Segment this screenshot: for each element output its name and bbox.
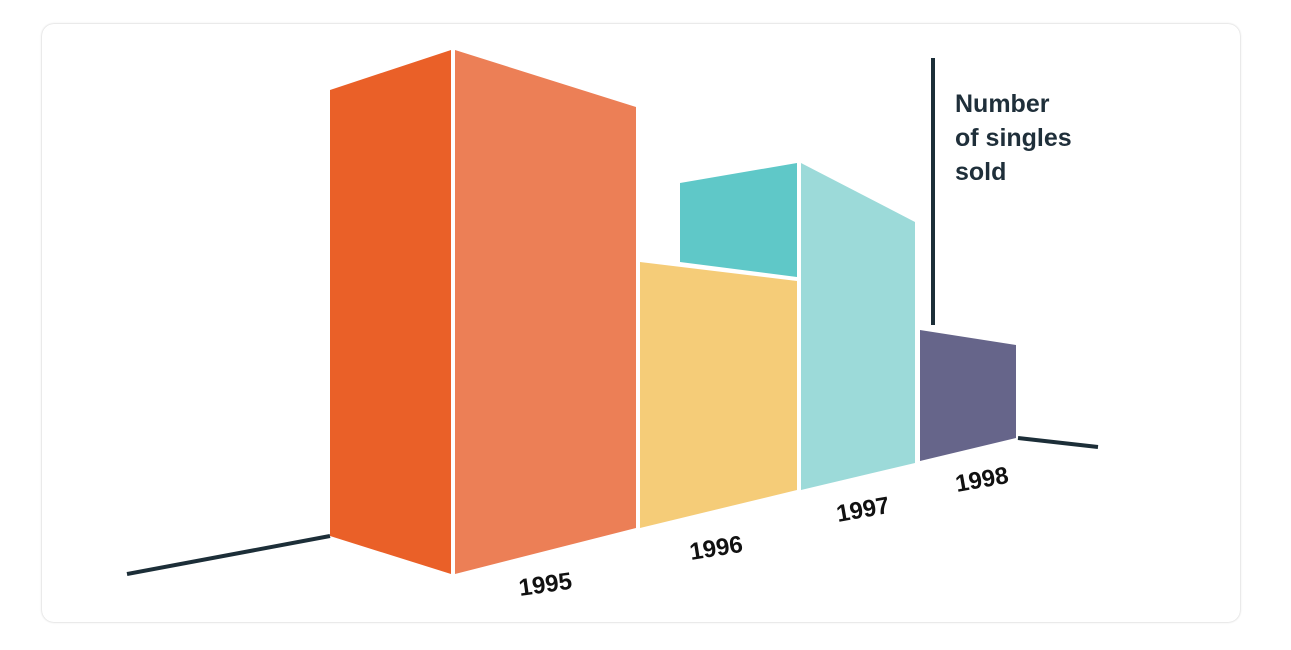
tick-label-1997: 1997 xyxy=(834,492,891,528)
bar-1998-front xyxy=(920,330,1016,461)
y-axis-label-line-3: sold xyxy=(955,158,1006,186)
bar-1996-top xyxy=(680,163,797,277)
tick-label-1996: 1996 xyxy=(688,531,745,566)
x-axis-left xyxy=(126,534,331,576)
tick-label-1998: 1998 xyxy=(953,462,1010,498)
y-axis-label-line-2: of singles xyxy=(955,124,1072,152)
tick-label-1995: 1995 xyxy=(517,568,574,602)
y-axis-label-line-1: Number xyxy=(955,90,1050,118)
bar-1995-side xyxy=(455,50,636,574)
bar-1997-side xyxy=(801,163,915,490)
bar-1996-front xyxy=(640,262,797,528)
bar-1995-front xyxy=(330,50,451,574)
x-axis-right xyxy=(1017,436,1099,449)
y-axis-label: Number of singles sold xyxy=(955,90,1079,186)
